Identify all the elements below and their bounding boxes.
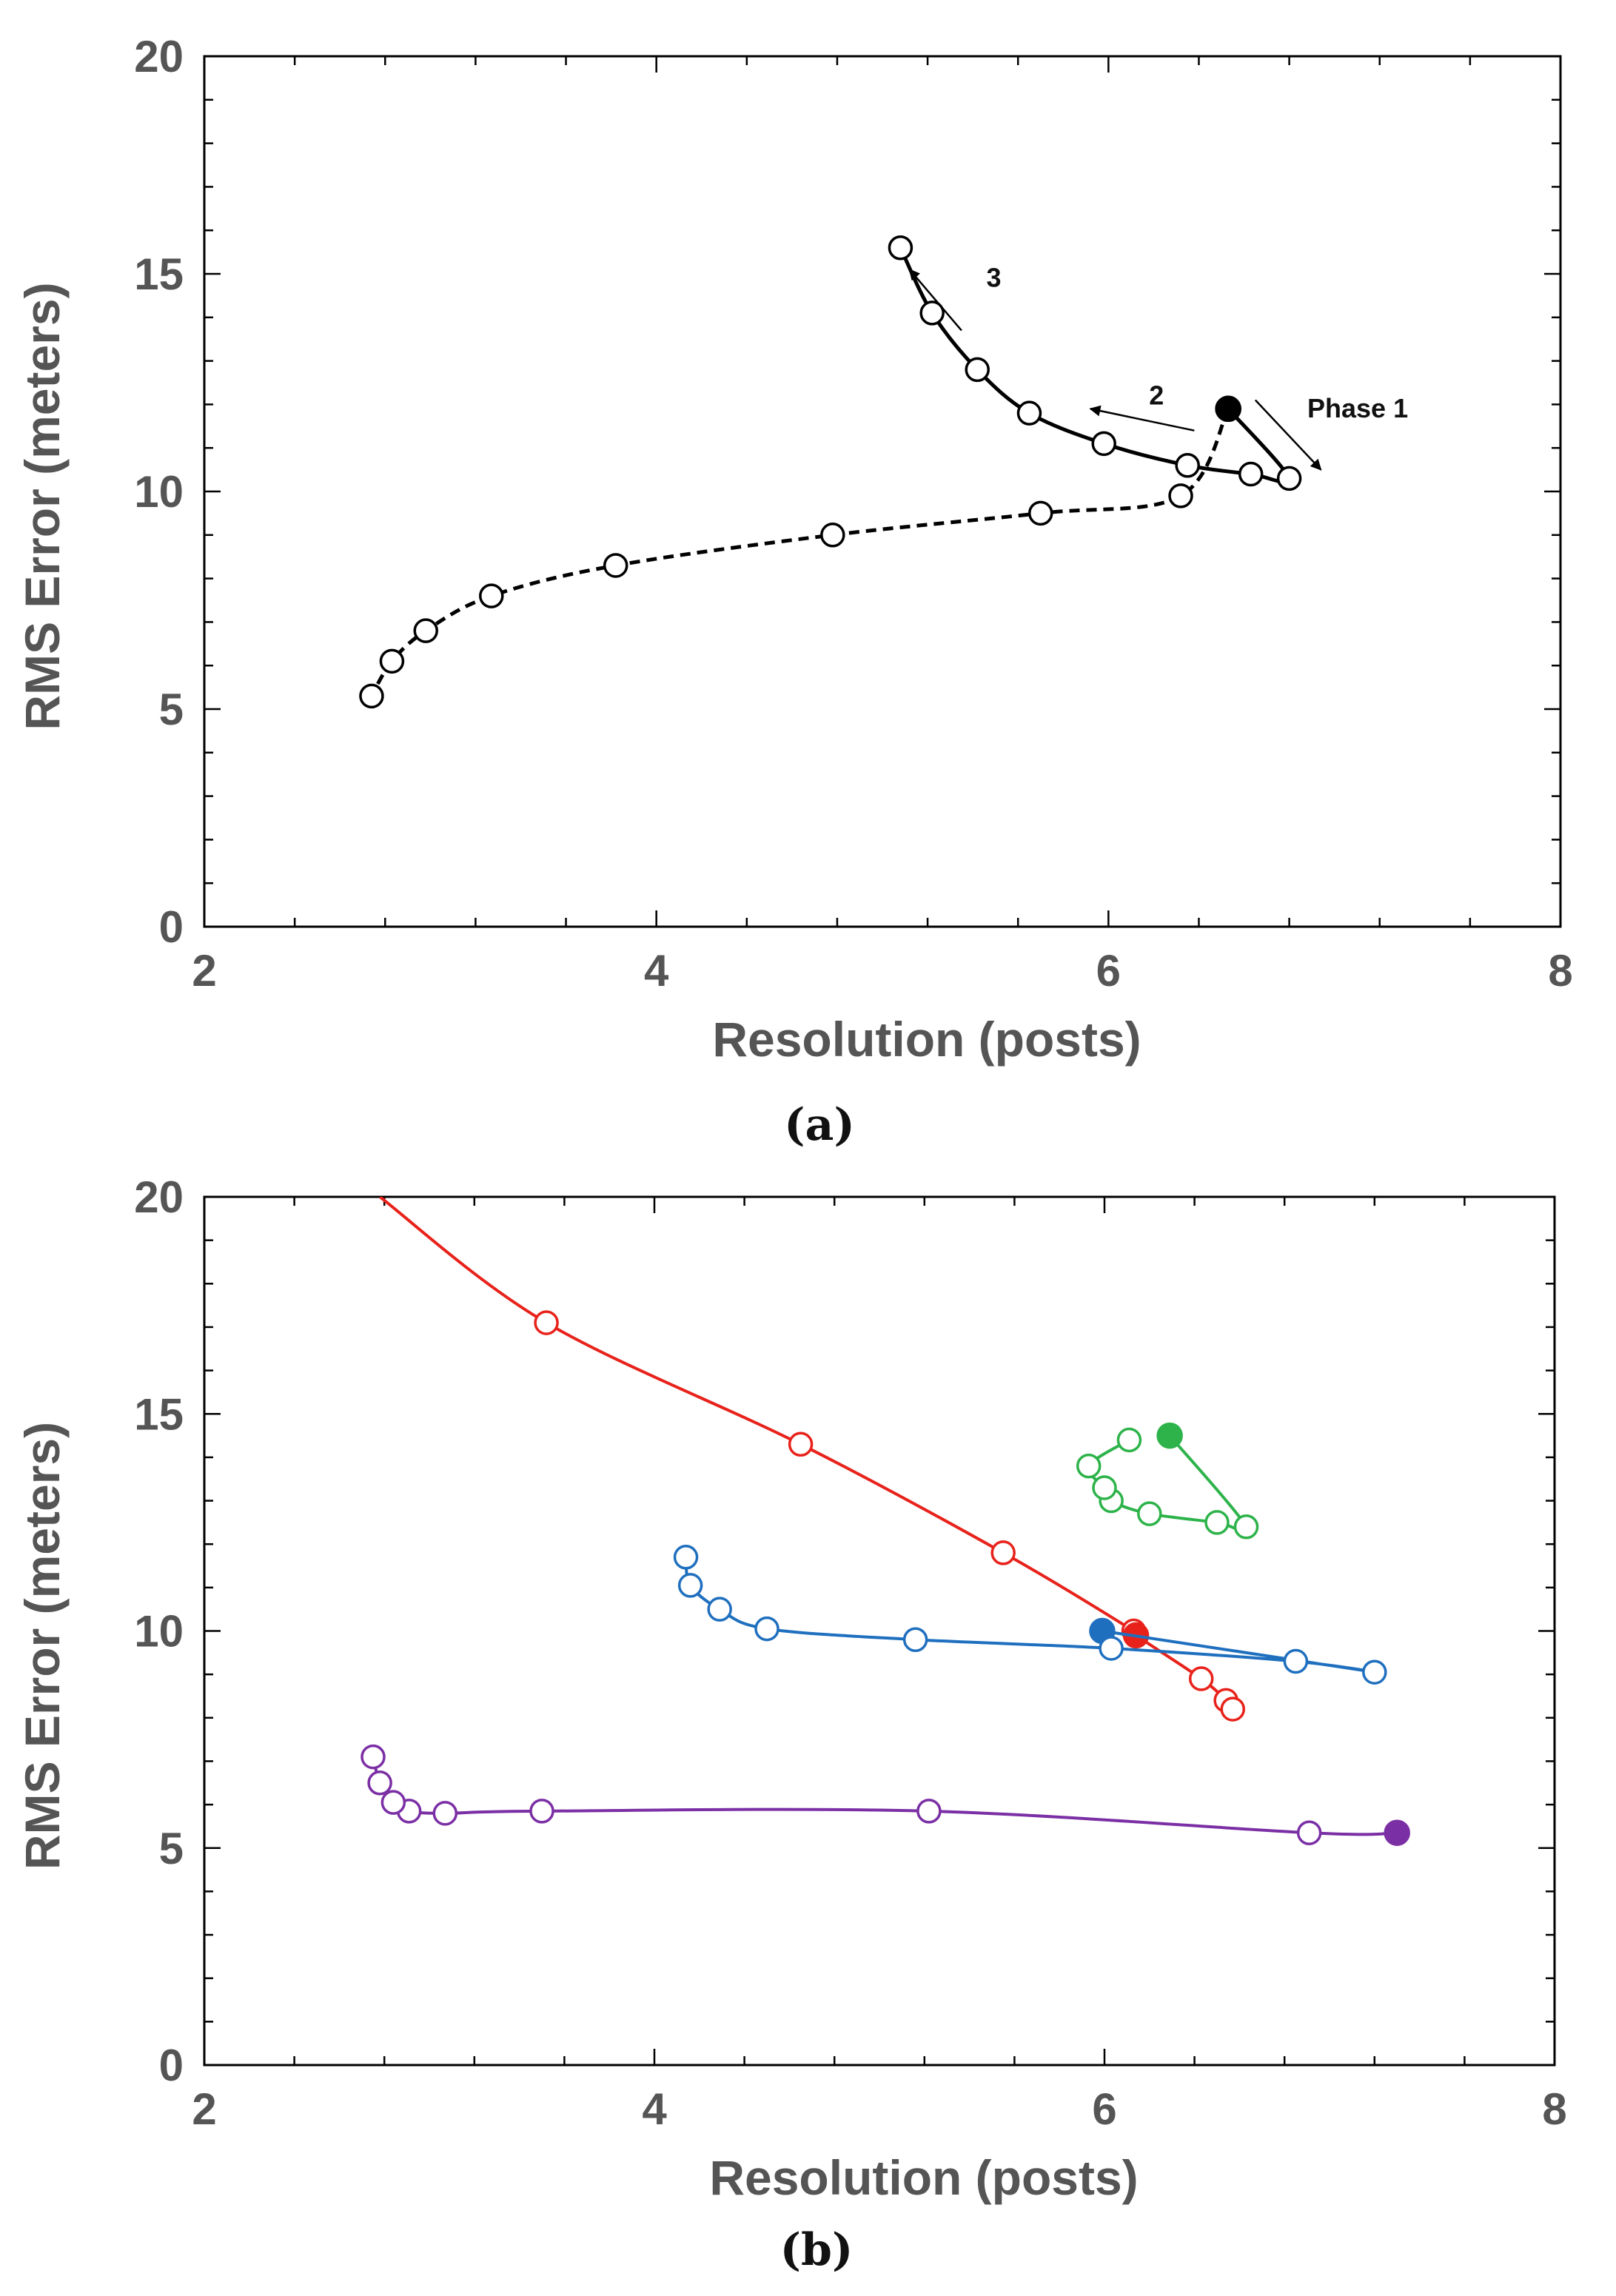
y-tick-label: 15 <box>134 249 184 299</box>
phase-arrow <box>1254 399 1322 471</box>
data-point-marker <box>359 683 384 709</box>
data-point-marker <box>1362 1659 1387 1685</box>
x-tick-label: 6 <box>1096 946 1121 996</box>
data-point-marker <box>1175 452 1200 478</box>
x-tick-label: 4 <box>642 2084 667 2134</box>
data-point-marker <box>603 553 628 578</box>
y-tick-label: 0 <box>159 902 184 952</box>
panel-label: (b) <box>780 2224 854 2276</box>
data-point-marker <box>754 1616 779 1642</box>
data-point-marker <box>820 523 845 548</box>
data-point-marker <box>990 1540 1016 1565</box>
data-point-marker <box>534 1310 559 1335</box>
phase-annotation: 3 <box>986 263 1001 293</box>
data-point-marker <box>479 583 504 608</box>
phase-arrow <box>1089 405 1195 432</box>
phase-annotation: Phase 1 <box>1307 393 1408 423</box>
data-point-marker <box>902 1627 928 1652</box>
data-point-marker <box>788 1431 814 1457</box>
data-point-marker <box>1076 1453 1102 1479</box>
data-point-marker <box>380 1790 406 1815</box>
data-point-marker <box>1168 483 1193 508</box>
y-tick-label: 20 <box>134 32 184 81</box>
panel-label: (a) <box>784 1099 855 1151</box>
plot-frame <box>203 55 1562 928</box>
data-point-marker <box>367 1770 392 1796</box>
phase-annotation: 2 <box>1149 380 1164 410</box>
panel-b: 2 4 6 8 0 5 10 15 20 Resolution (posts) RMS Error … <box>15 1172 1567 2276</box>
y-tick-label: 5 <box>159 1824 184 1873</box>
data-point-marker <box>1137 1501 1162 1526</box>
data-point-marker <box>361 1744 386 1770</box>
data-point-marker <box>1204 1510 1230 1535</box>
start-point-marker <box>1215 395 1241 423</box>
x-axis-title: Resolution (posts) <box>712 1012 1141 1067</box>
data-point-marker <box>888 235 913 261</box>
x-tick-label: 4 <box>644 946 669 996</box>
data-point-marker <box>1296 1820 1322 1845</box>
x-tick-label: 2 <box>192 2084 216 2134</box>
y-axis-title: RMS Error (meters) <box>15 282 70 730</box>
data-point-marker <box>707 1597 732 1622</box>
plot-frame <box>203 1195 1556 2067</box>
data-point-marker <box>1091 431 1116 457</box>
start-point-marker <box>1156 1422 1183 1449</box>
data-point-marker <box>1220 1696 1246 1722</box>
y-axis-title: RMS Error (meters) <box>15 1422 70 1870</box>
x-axis-title: Resolution (posts) <box>709 2150 1138 2205</box>
phase-arrow <box>908 268 962 332</box>
data-point-marker <box>1027 500 1053 526</box>
data-point-marker <box>529 1799 554 1824</box>
data-point-marker <box>673 1545 699 1570</box>
x-tick-label: 2 <box>192 946 216 996</box>
data-point-marker <box>1092 1475 1117 1500</box>
data-point-marker <box>1188 1666 1214 1691</box>
x-tick-label: 6 <box>1092 2084 1116 2134</box>
y-tick-label: 15 <box>134 1389 184 1439</box>
y-tick-label: 10 <box>134 467 184 517</box>
series-line <box>372 1756 1398 1836</box>
data-point-marker <box>1016 400 1042 426</box>
data-point-marker <box>1233 1514 1259 1540</box>
data-point-marker <box>1283 1648 1309 1674</box>
y-tick-label: 20 <box>134 1172 184 1222</box>
y-tick-label: 10 <box>134 1607 184 1656</box>
start-point-marker <box>1384 1819 1410 1846</box>
y-tick-label: 0 <box>159 2041 184 2090</box>
data-point-marker <box>677 1573 703 1598</box>
data-point-marker <box>919 301 945 326</box>
data-point-marker <box>379 648 405 674</box>
x-tick-label: 8 <box>1548 946 1572 996</box>
data-point-marker <box>432 1801 458 1826</box>
data-point-marker <box>916 1799 942 1824</box>
data-point-marker <box>1116 1427 1142 1453</box>
x-tick-label: 8 <box>1542 2084 1566 2134</box>
data-point-marker <box>1276 466 1302 491</box>
y-tick-label: 5 <box>159 685 184 734</box>
series-line <box>684 1557 1384 1675</box>
data-point-marker <box>413 618 438 643</box>
data-point-marker <box>1238 461 1264 487</box>
data-point-marker <box>1099 1636 1124 1661</box>
data-point-marker <box>965 357 990 383</box>
panel-a: 2 4 6 8 0 5 10 15 20 Resolution (posts) RMS Error … <box>15 32 1573 1151</box>
